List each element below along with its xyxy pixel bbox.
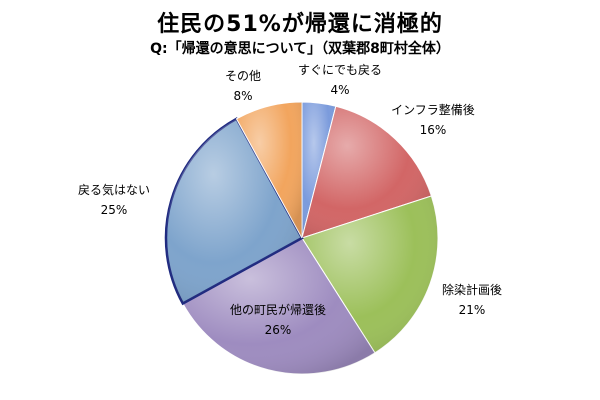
chart-subtitle: Q:「帰還の意思について」（双葉郡8町村全体） xyxy=(150,41,450,57)
pie-slice-shading xyxy=(302,195,438,353)
slice-value-label: 8% xyxy=(233,89,252,103)
slice-value-label: 21% xyxy=(459,303,486,317)
pie-slice-shading xyxy=(165,118,302,304)
pie-slices xyxy=(164,101,439,375)
pie-slice-shading xyxy=(302,106,432,239)
pie-labels: すぐにでも戻る 4% インフラ整備後 16% 除染計画後 21% 他の町民が帰還後 26% 戻る… xyxy=(78,63,502,337)
slice-value-label: 25% xyxy=(101,203,128,217)
pie-slice-shading xyxy=(236,102,302,238)
slice-category-label: その他 xyxy=(225,69,261,83)
pie-slice-shading xyxy=(182,238,375,375)
slice-category-label: インフラ整備後 xyxy=(391,102,475,117)
slice-category-label: 除染計画後 xyxy=(442,282,502,297)
slice-value-label: 16% xyxy=(420,123,447,137)
slice-value-label: 4% xyxy=(330,83,349,97)
slice-category-label: すぐにでも戻る xyxy=(298,63,382,77)
slice-category-label: 戻る気はない xyxy=(78,182,150,197)
slice-value-label: 26% xyxy=(265,323,292,337)
slice-category-label: 他の町民が帰還後 xyxy=(230,302,326,317)
chart-title: 住民の51%が帰還に消極的 xyxy=(157,12,443,37)
